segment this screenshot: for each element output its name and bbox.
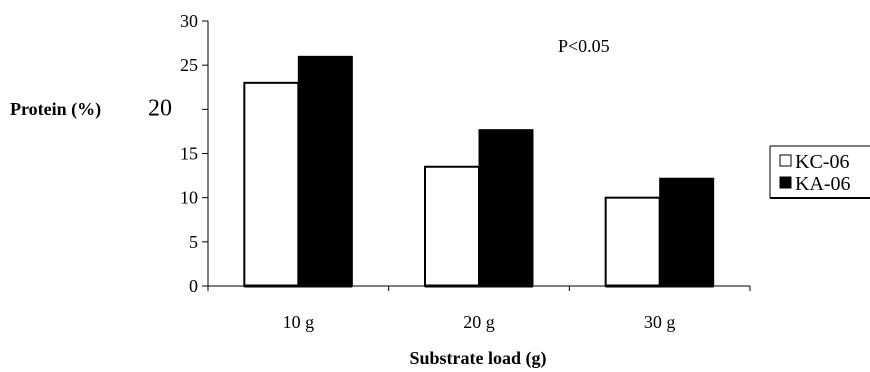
y-axis-label: Protein (%) (10, 99, 101, 120)
y-tick-label: 20 (148, 95, 172, 121)
y-axis: 0 5 10 15 20 25 30 (148, 11, 209, 296)
y-tick-label: 5 (189, 232, 198, 252)
bars (243, 55, 715, 288)
y-tick-label: 10 (180, 188, 198, 208)
bar-kc-06-3 (604, 196, 661, 288)
x-tick-label: 10 g (283, 312, 315, 332)
y-tick-label: 25 (180, 55, 198, 75)
y-tick-label: 15 (180, 144, 198, 164)
x-axis-label: Substrate load (g) (409, 348, 546, 369)
y-tick-label: 0 (189, 276, 198, 296)
legend-swatch-ka-06 (779, 176, 792, 189)
bar-ka-06-1 (297, 55, 353, 287)
x-tick-label: 20 g (463, 312, 495, 332)
bar-ka-06-2 (478, 129, 534, 287)
legend-label-ka-06: KA-06 (795, 173, 851, 195)
legend-label-kc-06: KC-06 (795, 151, 849, 173)
legend-swatch-kc-06 (779, 154, 792, 167)
bar-kc-06-2 (424, 165, 480, 287)
bar-kc-06-1 (243, 81, 300, 288)
x-axis: 10 g 20 g 30 g (207, 285, 751, 332)
significance-annotation: P<0.05 (558, 36, 610, 56)
x-tick-label: 30 g (644, 312, 676, 332)
bar-ka-06-3 (659, 177, 715, 287)
y-tick-label: 30 (180, 11, 198, 31)
